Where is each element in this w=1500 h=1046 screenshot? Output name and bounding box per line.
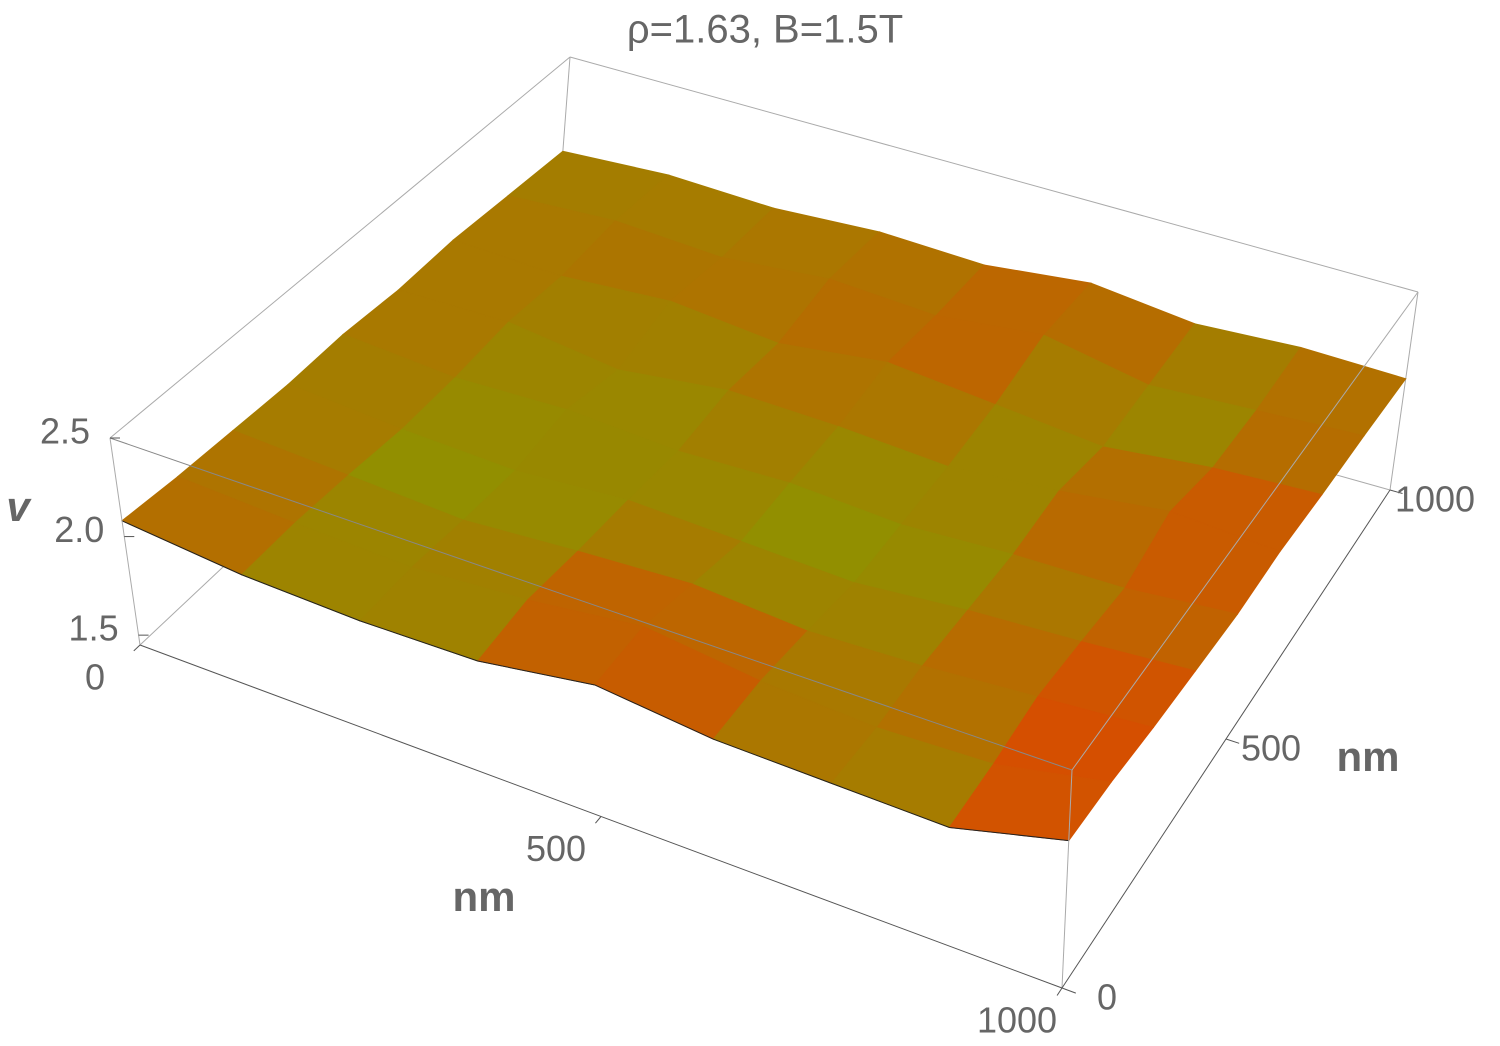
y-tick-label: 0 [1097,977,1117,1018]
x-tick [1056,987,1063,996]
x-tick [133,644,141,652]
box-edge [1389,291,1419,491]
surface [121,150,1407,842]
x-tick-label: 0 [85,657,105,698]
box-edge [109,56,571,439]
box-edge [1071,291,1419,771]
x-tick [595,816,602,824]
x-tick-label: 500 [526,828,586,869]
y-tick-label: 1000 [1395,479,1475,520]
z-tick-label: 1.5 [69,608,119,649]
x-tick-label: 1000 [977,1000,1057,1041]
chart-title: ρ=1.63, B=1.5T [627,8,903,52]
y-tick [1061,987,1077,994]
z-axis-label: v [6,483,32,530]
z-tick-label: 2.0 [54,509,104,550]
box-edge [109,437,1073,771]
x-axis-label: nm [453,873,516,920]
y-tick [1389,489,1403,495]
box-edge [569,56,1419,293]
y-tick-label: 500 [1241,728,1301,769]
surface-front-edge [121,520,1069,842]
box-edge [109,437,141,646]
y-axis-label: nm [1337,733,1400,780]
box-edge [1061,769,1073,989]
y-tick [1225,738,1240,744]
z-tick-label: 2.5 [40,411,90,452]
